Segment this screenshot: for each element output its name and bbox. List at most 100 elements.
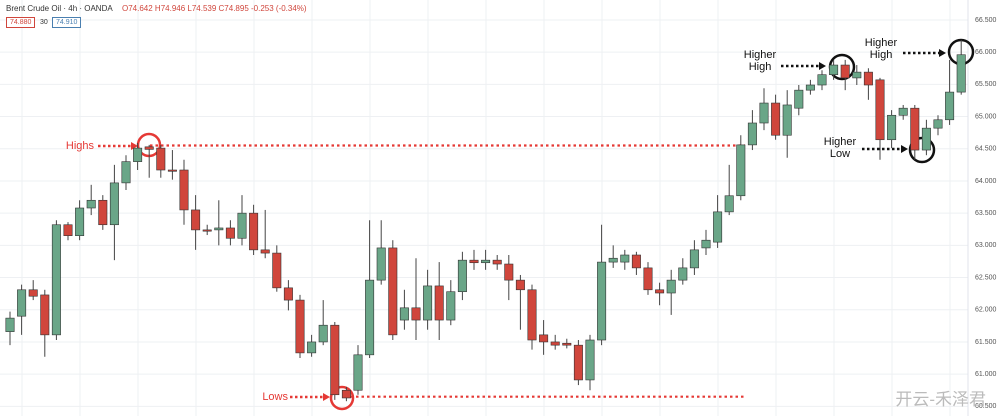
candle-body bbox=[179, 169, 189, 211]
candle-body bbox=[771, 102, 781, 136]
candle-body bbox=[260, 249, 270, 254]
candle-body bbox=[295, 299, 305, 354]
candle-body bbox=[75, 207, 85, 236]
candle-body bbox=[562, 342, 572, 346]
candle-body bbox=[272, 252, 282, 289]
y-tick-label: 65.000 bbox=[975, 113, 997, 120]
candle-body bbox=[98, 199, 108, 226]
y-tick-label: 60.500 bbox=[975, 403, 997, 410]
candle-body bbox=[144, 146, 154, 150]
candle-body bbox=[956, 54, 966, 93]
y-tick-label: 62.500 bbox=[975, 274, 997, 281]
candle-body bbox=[666, 279, 676, 294]
watermark: 开云-禾泽君 bbox=[895, 390, 986, 409]
candle-body bbox=[573, 344, 583, 381]
candle-body bbox=[214, 227, 224, 231]
candle-body bbox=[318, 324, 328, 343]
candle-body bbox=[794, 89, 804, 109]
arrow-head bbox=[131, 142, 138, 150]
candle-body bbox=[875, 79, 885, 141]
candle-body bbox=[887, 114, 897, 141]
y-tick-label: 61.000 bbox=[975, 371, 997, 378]
candle-body bbox=[805, 84, 815, 91]
candle-body bbox=[852, 71, 862, 79]
candle-body bbox=[678, 267, 688, 281]
candle-body bbox=[191, 209, 201, 231]
candle-body bbox=[423, 285, 433, 321]
y-tick-label: 66.500 bbox=[975, 17, 997, 24]
candle-body bbox=[133, 147, 143, 162]
candle-body bbox=[492, 259, 502, 265]
candle-body bbox=[353, 354, 363, 391]
y-tick-label: 63.500 bbox=[975, 210, 997, 217]
candle-body bbox=[109, 182, 119, 226]
buy-price[interactable]: 74.910 bbox=[52, 17, 82, 28]
candle-body bbox=[782, 104, 792, 136]
candle-body bbox=[365, 279, 375, 356]
candle-body bbox=[515, 279, 525, 291]
candle-body bbox=[283, 287, 293, 301]
candle-body bbox=[156, 147, 166, 171]
candle-body bbox=[921, 127, 931, 151]
candle-body bbox=[840, 64, 850, 79]
y-tick-label: 62.000 bbox=[975, 307, 997, 314]
candle-body bbox=[411, 307, 421, 321]
candle-body bbox=[469, 259, 479, 264]
candle-body bbox=[539, 334, 549, 343]
candle-body bbox=[631, 254, 641, 269]
candle-body bbox=[597, 261, 607, 341]
candle-body bbox=[51, 224, 61, 336]
candle-body bbox=[307, 341, 317, 354]
annotation: Higher High bbox=[864, 37, 898, 61]
arrow-head bbox=[939, 49, 946, 57]
candle-body bbox=[863, 71, 873, 86]
candle-body bbox=[504, 263, 514, 281]
symbol: Brent Crude Oil · 4h · OANDA bbox=[6, 4, 113, 13]
candle-body bbox=[736, 144, 746, 197]
candle-body bbox=[608, 257, 618, 263]
y-tick-label: 64.500 bbox=[975, 146, 997, 153]
candle-body bbox=[40, 294, 50, 336]
y-tick-label: 63.000 bbox=[975, 242, 997, 249]
candle-body bbox=[945, 91, 955, 121]
candle-body bbox=[446, 291, 456, 321]
highlight-circles bbox=[136, 38, 975, 411]
candle-body bbox=[747, 122, 757, 146]
candle-body bbox=[249, 212, 259, 251]
candle-body bbox=[620, 254, 630, 263]
candle-body bbox=[898, 107, 908, 116]
candle-body bbox=[817, 74, 827, 86]
ohlc: O74.642 H74.946 L74.539 C74.895 -0.253 (… bbox=[122, 4, 307, 13]
arrow-head bbox=[323, 393, 330, 401]
candle-body bbox=[910, 107, 920, 151]
candle-body bbox=[399, 307, 409, 321]
sell-price[interactable]: 74.880 bbox=[6, 17, 36, 28]
candle-body bbox=[63, 224, 73, 236]
candle-body bbox=[527, 289, 537, 341]
candle-body bbox=[376, 247, 386, 281]
y-tick-label: 65.500 bbox=[975, 81, 997, 88]
candle-body bbox=[121, 161, 131, 184]
arrow-head bbox=[819, 62, 826, 70]
candle-body bbox=[434, 285, 444, 321]
y-tick-label: 64.000 bbox=[975, 178, 997, 185]
candle-body bbox=[388, 247, 398, 336]
candle-body bbox=[5, 317, 15, 332]
candle-body bbox=[689, 249, 699, 269]
annotation: Higher High bbox=[743, 49, 777, 73]
candle-body bbox=[550, 341, 560, 346]
arrows bbox=[98, 49, 946, 401]
spread: 30 bbox=[40, 19, 48, 26]
candle-body bbox=[341, 389, 351, 399]
candle-body bbox=[225, 227, 235, 239]
annotation: Higher Low bbox=[823, 136, 857, 160]
candle-body bbox=[202, 229, 212, 232]
annotation: Highs bbox=[65, 140, 94, 152]
candle-body bbox=[167, 169, 177, 172]
candle-body bbox=[643, 267, 653, 291]
grid bbox=[0, 0, 969, 416]
candle-body bbox=[829, 64, 839, 75]
y-tick-label: 61.500 bbox=[975, 339, 997, 346]
